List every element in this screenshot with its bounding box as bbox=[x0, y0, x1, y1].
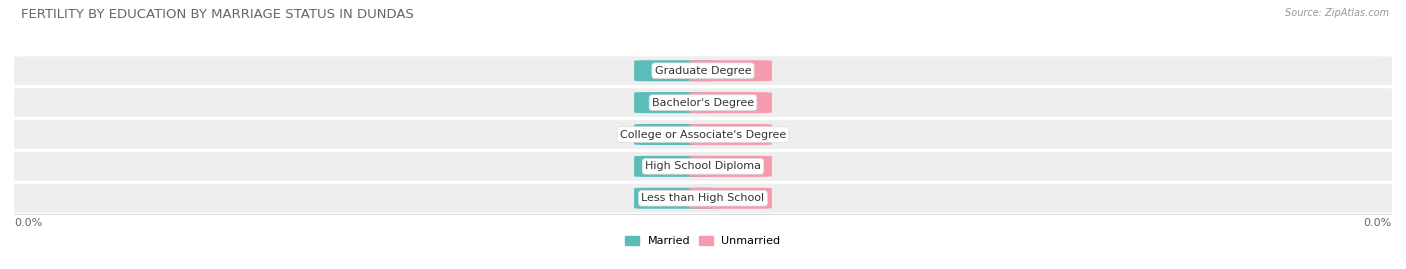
Text: 0.0%: 0.0% bbox=[717, 161, 744, 171]
Text: 0.0%: 0.0% bbox=[662, 66, 689, 76]
FancyBboxPatch shape bbox=[689, 156, 772, 177]
Text: FERTILITY BY EDUCATION BY MARRIAGE STATUS IN DUNDAS: FERTILITY BY EDUCATION BY MARRIAGE STATU… bbox=[21, 8, 413, 21]
FancyBboxPatch shape bbox=[0, 120, 1406, 149]
FancyBboxPatch shape bbox=[689, 60, 772, 81]
Legend: Married, Unmarried: Married, Unmarried bbox=[626, 236, 780, 246]
FancyBboxPatch shape bbox=[0, 184, 1406, 213]
FancyBboxPatch shape bbox=[689, 92, 772, 113]
FancyBboxPatch shape bbox=[0, 152, 1406, 181]
FancyBboxPatch shape bbox=[634, 156, 717, 177]
Text: 0.0%: 0.0% bbox=[717, 129, 744, 140]
Text: 0.0%: 0.0% bbox=[14, 218, 42, 228]
Text: 0.0%: 0.0% bbox=[717, 98, 744, 108]
Text: High School Diploma: High School Diploma bbox=[645, 161, 761, 171]
Text: 0.0%: 0.0% bbox=[662, 161, 689, 171]
FancyBboxPatch shape bbox=[634, 188, 717, 209]
FancyBboxPatch shape bbox=[689, 188, 772, 209]
FancyBboxPatch shape bbox=[634, 124, 717, 145]
FancyBboxPatch shape bbox=[689, 124, 772, 145]
Text: 0.0%: 0.0% bbox=[717, 66, 744, 76]
FancyBboxPatch shape bbox=[0, 56, 1406, 85]
Text: 0.0%: 0.0% bbox=[662, 98, 689, 108]
Text: Bachelor's Degree: Bachelor's Degree bbox=[652, 98, 754, 108]
Text: Less than High School: Less than High School bbox=[641, 193, 765, 203]
FancyBboxPatch shape bbox=[634, 92, 717, 113]
Text: College or Associate's Degree: College or Associate's Degree bbox=[620, 129, 786, 140]
Text: 0.0%: 0.0% bbox=[662, 129, 689, 140]
Text: Graduate Degree: Graduate Degree bbox=[655, 66, 751, 76]
Text: Source: ZipAtlas.com: Source: ZipAtlas.com bbox=[1285, 8, 1389, 18]
Text: 0.0%: 0.0% bbox=[1364, 218, 1392, 228]
Text: 0.0%: 0.0% bbox=[662, 193, 689, 203]
FancyBboxPatch shape bbox=[0, 88, 1406, 117]
Text: 0.0%: 0.0% bbox=[717, 193, 744, 203]
FancyBboxPatch shape bbox=[634, 60, 717, 81]
